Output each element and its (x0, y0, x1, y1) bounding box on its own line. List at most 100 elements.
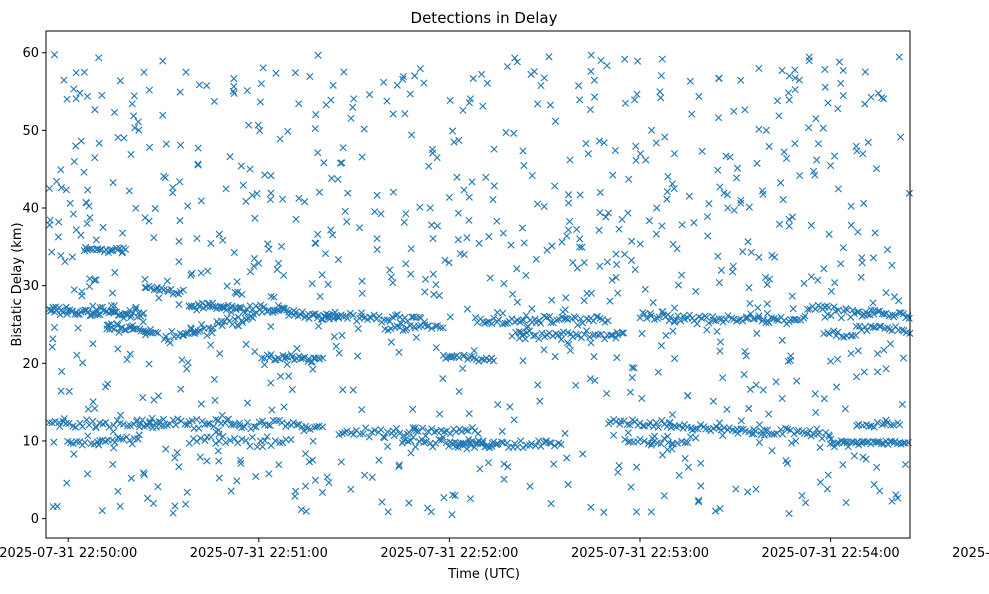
data-point (258, 443, 267, 451)
data-point (789, 305, 797, 313)
data-point (466, 495, 475, 503)
data-point (572, 381, 580, 389)
data-point (197, 434, 205, 442)
data-point (457, 427, 466, 436)
data-point (314, 322, 323, 330)
data-point (61, 257, 69, 266)
data-point (127, 313, 135, 321)
data-point (826, 357, 835, 365)
data-point (686, 77, 694, 85)
data-point (820, 265, 828, 273)
data-point (497, 438, 506, 446)
data-point (590, 353, 598, 361)
data-point (132, 303, 140, 312)
data-point (776, 220, 784, 228)
data-point (215, 230, 223, 238)
data-point (389, 188, 397, 196)
data-point (839, 92, 847, 100)
data-point (582, 139, 590, 148)
data-point (595, 137, 604, 145)
data-point (811, 390, 819, 398)
data-point (847, 349, 855, 358)
data-point (874, 89, 882, 97)
data-point (779, 196, 787, 204)
data-point (295, 100, 303, 108)
data-point (536, 397, 544, 405)
data-point (613, 328, 621, 336)
x-tick-label: 2025-07-31 22:52:00 (380, 546, 518, 561)
data-point (628, 363, 636, 372)
data-point (574, 82, 583, 90)
data-point (231, 288, 239, 296)
data-point (498, 427, 506, 435)
data-point (380, 316, 388, 324)
data-point (604, 209, 612, 217)
data-point (632, 156, 640, 164)
data-point (816, 428, 824, 437)
data-point (723, 190, 731, 199)
data-point (752, 381, 760, 389)
data-point (78, 359, 87, 367)
data-point (349, 430, 358, 439)
data-point (896, 133, 905, 141)
data-point (771, 253, 779, 261)
data-point (300, 427, 308, 435)
data-point (782, 457, 790, 465)
data-point (533, 100, 542, 108)
data-point (335, 349, 343, 357)
data-point (316, 292, 324, 301)
data-point (265, 470, 273, 478)
data-point (69, 439, 77, 448)
data-point (246, 442, 254, 450)
data-point (737, 199, 745, 207)
data-point (813, 425, 821, 433)
data-point (210, 422, 218, 430)
data-point (892, 491, 900, 499)
data-point (859, 453, 867, 461)
data-point (837, 79, 845, 88)
data-point (632, 508, 641, 516)
data-point (149, 499, 158, 507)
data-point (422, 438, 430, 446)
data-point (152, 328, 160, 336)
data-point (742, 313, 751, 321)
data-point (135, 126, 143, 134)
data-point (212, 439, 220, 448)
data-point (483, 79, 492, 87)
data-point (714, 114, 723, 122)
data-point (358, 153, 366, 161)
data-point (411, 72, 419, 80)
data-point (163, 277, 171, 285)
data-point (92, 236, 100, 244)
data-point (427, 221, 436, 229)
data-point (154, 483, 162, 491)
data-point (204, 420, 212, 428)
data-point (91, 106, 99, 114)
data-point (795, 76, 804, 84)
data-point (273, 265, 281, 274)
data-point (389, 110, 397, 118)
data-point (92, 276, 100, 284)
data-point (663, 188, 671, 196)
data-point (95, 54, 103, 62)
data-point (548, 296, 556, 304)
data-point (252, 472, 260, 481)
data-point (901, 460, 910, 469)
data-point (230, 248, 238, 257)
data-point (309, 365, 317, 373)
data-point (716, 347, 724, 355)
data-point (141, 331, 150, 339)
data-point (338, 429, 346, 438)
data-point (219, 432, 227, 440)
data-point (825, 230, 833, 238)
data-point (663, 195, 671, 203)
data-point (446, 96, 454, 104)
data-point (220, 303, 228, 311)
data-point (116, 411, 125, 419)
data-point (279, 195, 287, 203)
data-point (831, 279, 839, 287)
data-point (579, 450, 587, 458)
data-point (127, 474, 135, 482)
data-point (395, 461, 403, 469)
